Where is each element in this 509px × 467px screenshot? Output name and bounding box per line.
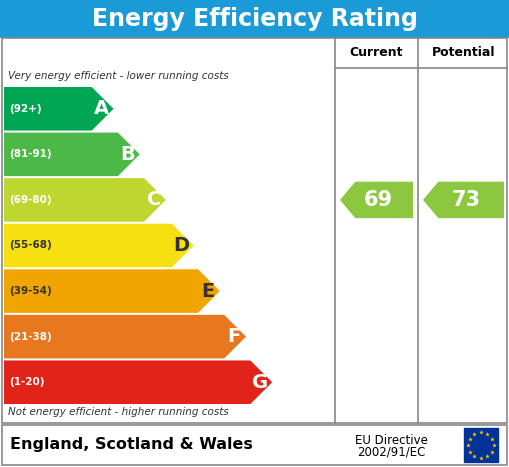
Polygon shape bbox=[423, 182, 504, 218]
Text: B: B bbox=[120, 145, 135, 164]
Text: F: F bbox=[228, 327, 241, 346]
Text: Energy Efficiency Rating: Energy Efficiency Rating bbox=[92, 7, 417, 31]
Text: Very energy efficient - lower running costs: Very energy efficient - lower running co… bbox=[8, 71, 229, 81]
Text: D: D bbox=[174, 236, 190, 255]
Text: E: E bbox=[201, 282, 214, 301]
Text: (39-54): (39-54) bbox=[9, 286, 52, 296]
Text: (81-91): (81-91) bbox=[9, 149, 51, 159]
Bar bbox=[464, 428, 498, 462]
Polygon shape bbox=[4, 269, 220, 313]
Polygon shape bbox=[4, 224, 193, 267]
Bar bbox=[2, 425, 507, 465]
Text: C: C bbox=[147, 191, 161, 209]
Text: England, Scotland & Wales: England, Scotland & Wales bbox=[10, 438, 253, 453]
Text: A: A bbox=[94, 99, 109, 118]
Polygon shape bbox=[4, 133, 139, 176]
Text: 73: 73 bbox=[451, 190, 480, 210]
Text: (92+): (92+) bbox=[9, 104, 42, 114]
Polygon shape bbox=[4, 315, 246, 359]
Text: (69-80): (69-80) bbox=[9, 195, 51, 205]
Text: 69: 69 bbox=[364, 190, 393, 210]
Text: Potential: Potential bbox=[432, 47, 495, 59]
Text: 2002/91/EC: 2002/91/EC bbox=[357, 446, 426, 459]
Text: EU Directive: EU Directive bbox=[355, 433, 428, 446]
Bar bbox=[0, 0, 509, 38]
Text: Current: Current bbox=[350, 47, 403, 59]
Text: G: G bbox=[252, 373, 268, 392]
Polygon shape bbox=[340, 182, 413, 218]
Polygon shape bbox=[4, 361, 272, 404]
Text: (1-20): (1-20) bbox=[9, 377, 44, 387]
Text: (55-68): (55-68) bbox=[9, 241, 52, 250]
Text: Not energy efficient - higher running costs: Not energy efficient - higher running co… bbox=[8, 407, 229, 417]
Polygon shape bbox=[4, 178, 166, 222]
Text: (21-38): (21-38) bbox=[9, 332, 52, 342]
Polygon shape bbox=[4, 87, 114, 131]
Bar bbox=[2, 38, 507, 423]
